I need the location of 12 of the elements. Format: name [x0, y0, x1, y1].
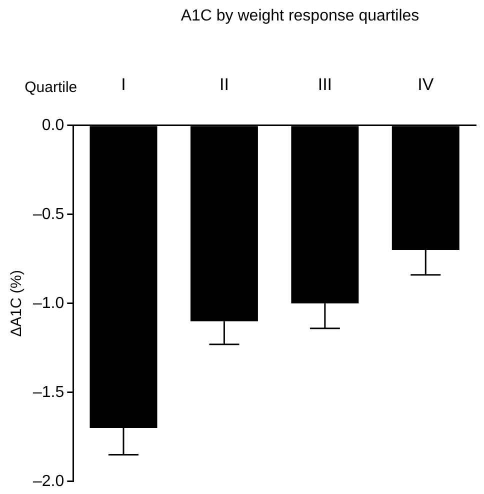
x-tick-label: III: [318, 74, 332, 94]
y-axis-title: ΔA1C (%): [8, 270, 26, 337]
y-tick-label: –0.5: [33, 206, 64, 223]
y-tick-label: –2.0: [33, 472, 64, 490]
x-tick-label: I: [121, 74, 126, 94]
chart-title: A1C by weight response quartiles: [180, 7, 420, 24]
x-tick-label: II: [219, 74, 229, 94]
y-tick-label: –1.0: [33, 294, 64, 312]
y-tick-label: 0.0: [42, 116, 64, 134]
x-axis-title: Quartile: [24, 79, 78, 96]
x-tick-label: IV: [418, 74, 434, 94]
y-tick-label: –1.5: [33, 384, 64, 401]
